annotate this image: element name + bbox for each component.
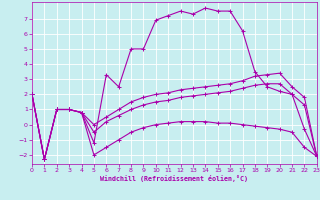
X-axis label: Windchill (Refroidissement éolien,°C): Windchill (Refroidissement éolien,°C): [100, 175, 248, 182]
